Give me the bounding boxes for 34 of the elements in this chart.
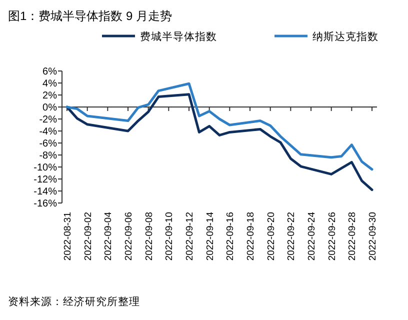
chart-title: 图1：费城半导体指数 9 月走势 [8, 9, 172, 23]
x-tick-label: 2022-09-24 [306, 212, 318, 261]
y-tick-label: -16% [34, 198, 58, 210]
line-series [66, 82, 374, 171]
x-tick-label: 2022-09-26 [326, 212, 338, 261]
x-tick-label: 2022-09-12 [184, 212, 196, 261]
x-tick-label: 2022-09-08 [144, 212, 155, 261]
x-tick-label: 2022-09-16 [225, 212, 236, 261]
y-tick-label: -4% [39, 126, 58, 138]
text: 资料来源：经济研究所整理 [8, 295, 140, 308]
x-tick-label: 2022-09-10 [164, 212, 176, 261]
y-tick-label: -14% [34, 186, 58, 198]
line-series [66, 93, 374, 192]
x-tick-label: 2022-09-04 [103, 212, 114, 261]
y-tick-label: -2% [39, 114, 58, 126]
y-tick-label: 2% [42, 90, 58, 102]
y-tick-label: -12% [34, 174, 58, 186]
y-tick-label: 4% [42, 78, 58, 90]
y-tick-label: -10% [34, 162, 58, 174]
x-tick-label: 2022-08-31 [62, 212, 74, 261]
y-tick-label: -8% [39, 150, 58, 162]
x-tick-label: 2022-09-06 [124, 212, 134, 261]
x-tick-label: 2022-09-22 [286, 212, 298, 261]
x-tick-label: 2022-09-20 [266, 212, 277, 261]
x-tick-label: 2022-09-28 [347, 212, 358, 261]
y-tick-label: -6% [39, 138, 58, 150]
legend-label: 费城半导体指数 [140, 30, 217, 43]
x-tick-label: 2022-09-30 [368, 212, 378, 261]
y-tick-label: 0% [42, 102, 58, 114]
legend-label: 纳斯达克指数 [312, 30, 378, 43]
x-tick-label: 2022-09-14 [204, 212, 216, 261]
x-tick-label: 2022-09-02 [82, 212, 94, 261]
y-tick-label: 6% [42, 66, 58, 78]
x-tick-label: 2022-09-18 [246, 212, 256, 261]
